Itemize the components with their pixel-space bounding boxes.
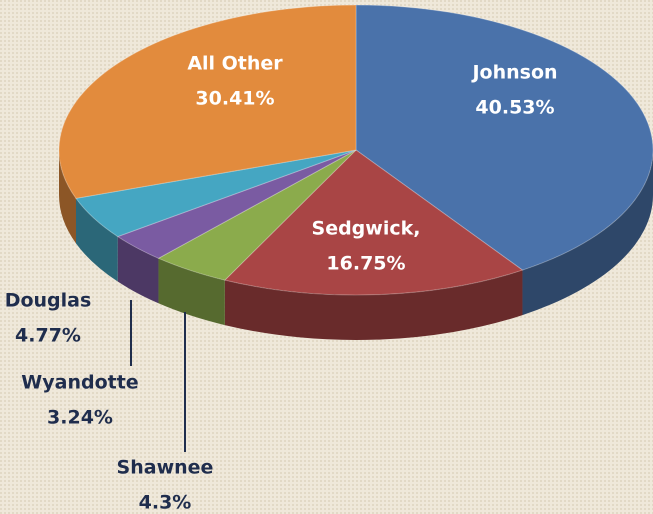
slice-side: [158, 258, 225, 326]
slice: [355, 4, 653, 271]
slice-side: [224, 270, 523, 341]
label-value: 3.24%: [47, 407, 113, 429]
slice: [58, 4, 357, 199]
slice: [223, 149, 524, 296]
slice-side: [75, 198, 118, 282]
slice: [157, 149, 357, 281]
label-value: 16.75%: [326, 253, 405, 275]
label-name: All Other: [187, 53, 283, 75]
label-name: Sedgwick,: [312, 218, 421, 240]
labels: Johnson 40.53% Sedgwick, 16.75% Shawnee 4.3% W…: [5, 53, 558, 514]
label-name: Shawnee: [117, 457, 214, 479]
label-value: 4.77%: [15, 325, 81, 347]
label-value: 30.41%: [195, 88, 274, 110]
label-value: 40.53%: [475, 97, 554, 119]
slice: [75, 149, 357, 238]
slice: [116, 149, 357, 259]
label-name: Johnson: [470, 62, 557, 84]
pie: [58, 4, 653, 341]
slice-side: [117, 236, 159, 304]
slice-side: [522, 150, 653, 316]
label-name: Wyandotte: [21, 372, 138, 394]
label-name: Douglas: [5, 290, 92, 312]
label-value: 4.3%: [139, 492, 192, 514]
slice-side: [59, 150, 76, 244]
